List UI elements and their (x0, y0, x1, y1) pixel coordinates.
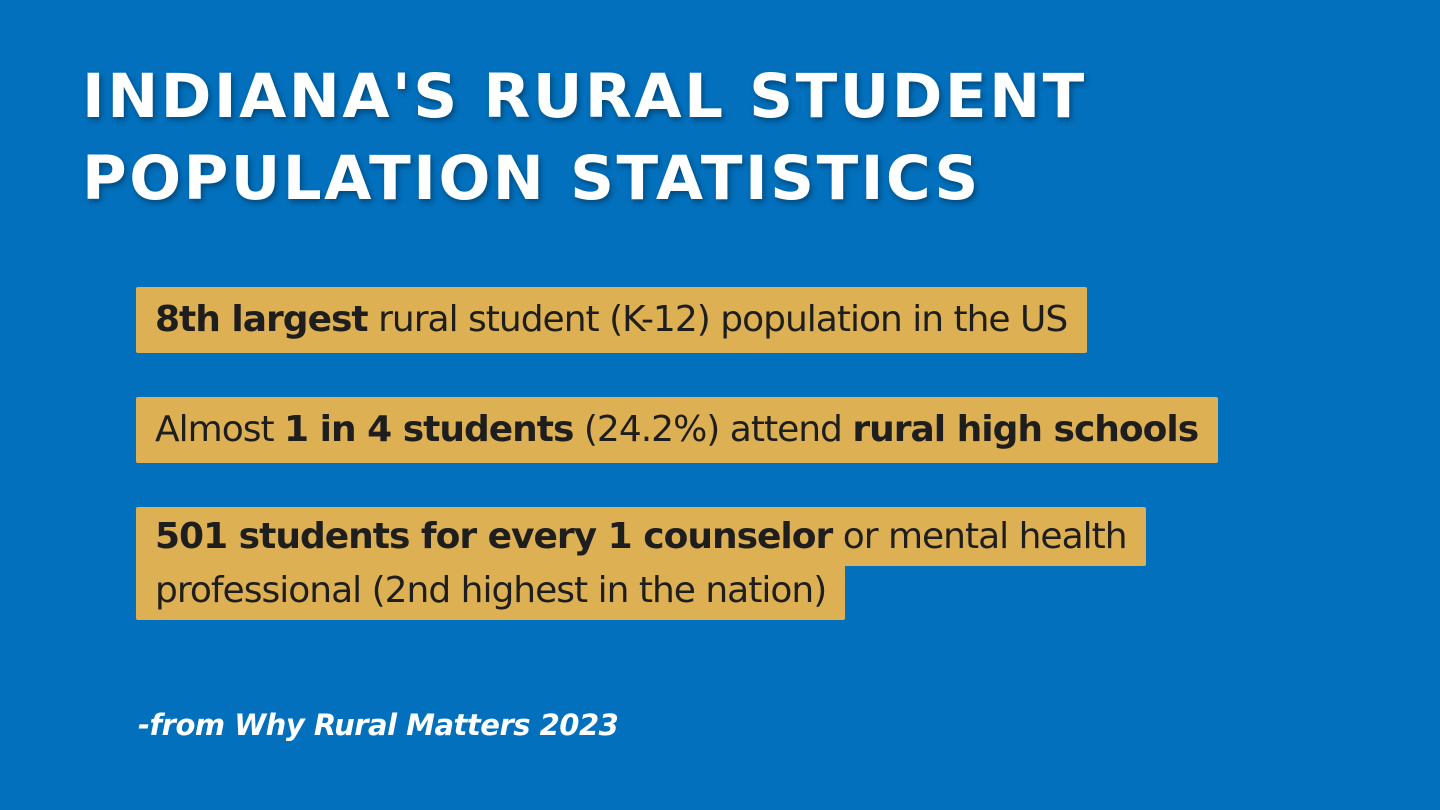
stat-text: (24.2%) attend (573, 409, 853, 450)
stat-emphasis: 1 in 4 students (284, 409, 574, 450)
stat-rural-high-school-share: Almost 1 in 4 students (24.2%) attend ru… (136, 394, 1219, 466)
stat-text: Almost (155, 409, 285, 450)
stat-rural-population-rank: 8th largest rural student (K-12) populat… (136, 284, 1088, 356)
stat-text: or mental health professional (2nd highe… (155, 516, 1128, 611)
stat-highlight: Almost 1 in 4 students (24.2%) attend ru… (136, 397, 1219, 463)
stat-counselor-ratio: 501 students for every 1 counselor or me… (136, 507, 1236, 620)
page-title: INDIANA'S RURAL STUDENT POPULATION STATI… (82, 56, 1087, 220)
stat-emphasis: rural high schools (852, 409, 1199, 450)
stat-text: rural student (K-12) population in the U… (367, 299, 1068, 340)
stat-emphasis: 501 students for every 1 counselor (155, 516, 833, 557)
stat-highlight: 501 students for every 1 counselor or me… (136, 507, 1146, 620)
source-citation: -from Why Rural Matters 2023 (138, 708, 619, 742)
stat-highlight: 8th largest rural student (K-12) populat… (136, 287, 1088, 353)
stat-emphasis: 8th largest (155, 299, 369, 340)
title-line-1: INDIANA'S RURAL STUDENT (82, 61, 1087, 132)
title-line-2: POPULATION STATISTICS (82, 143, 981, 214)
